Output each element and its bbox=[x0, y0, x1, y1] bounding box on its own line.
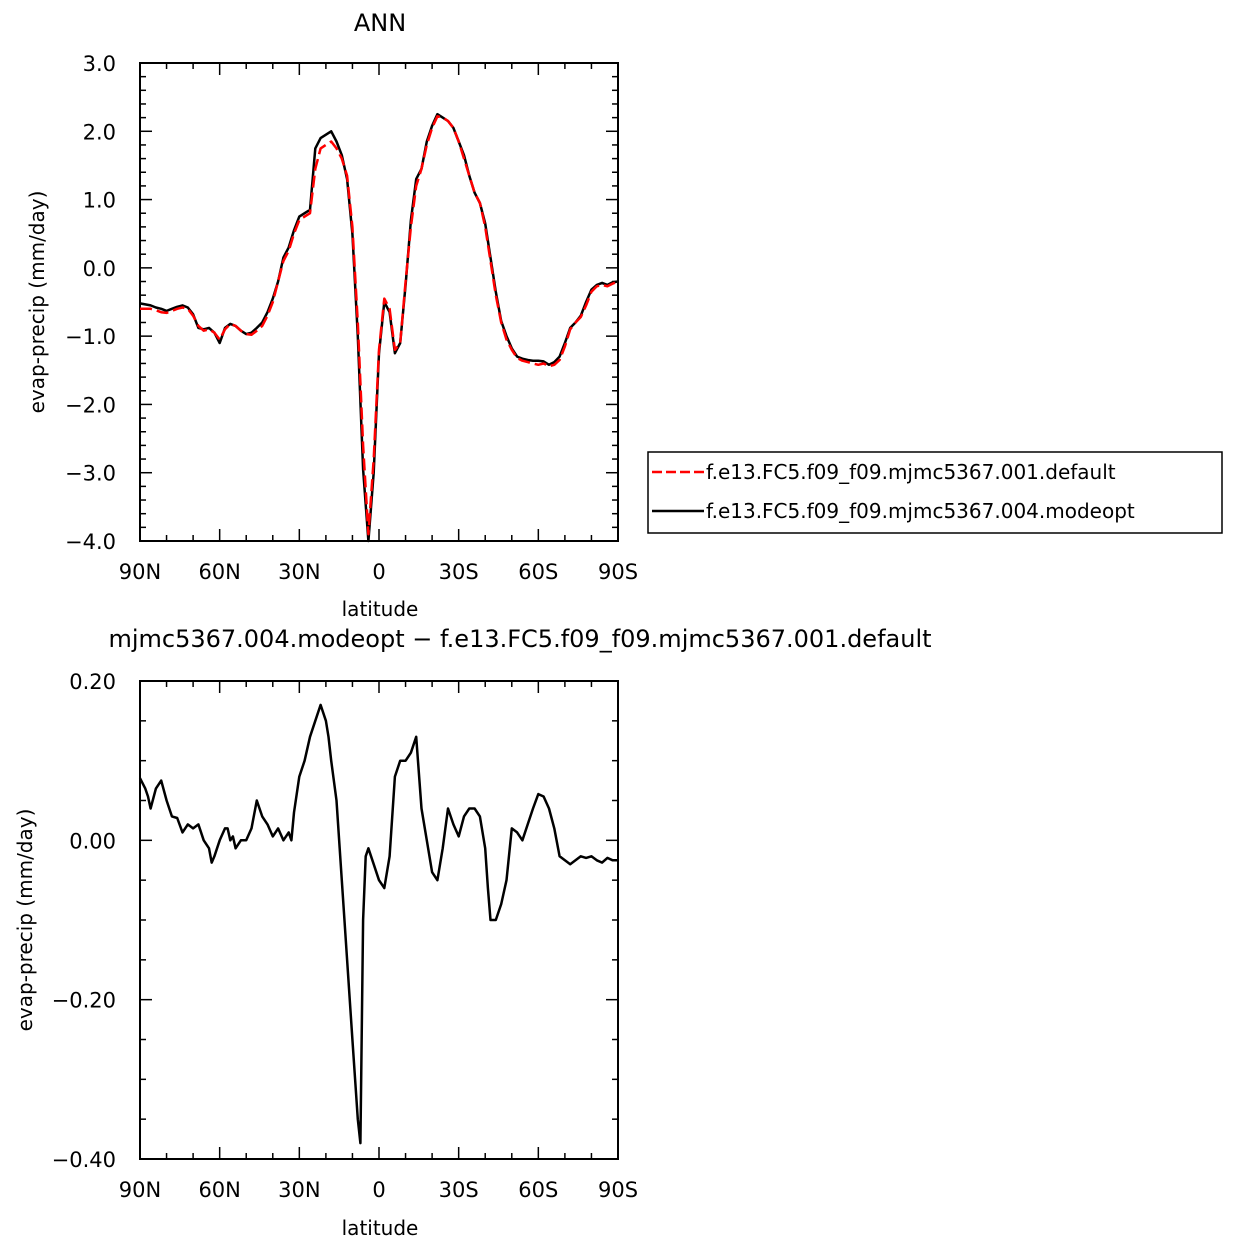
y-tick-label: −0.40 bbox=[52, 1148, 116, 1172]
top-chart-title: ANN bbox=[354, 9, 406, 37]
y-tick-label: 0.0 bbox=[83, 257, 116, 281]
y-tick-label: 1.0 bbox=[83, 189, 116, 213]
y-tick-label: 2.0 bbox=[83, 120, 116, 144]
x-tick-label: 30S bbox=[439, 560, 479, 584]
bottom-tick-marks bbox=[139, 680, 619, 1160]
x-tick-label: 60N bbox=[198, 560, 240, 584]
y-tick-label: 0.00 bbox=[69, 829, 116, 853]
x-tick-label: 90N bbox=[119, 560, 161, 584]
bottom-x-tick-labels: 90N 60N 30N 0 30S 60S 90S bbox=[119, 1178, 638, 1202]
y-tick-label: 3.0 bbox=[83, 52, 116, 76]
x-tick-label: 90S bbox=[598, 560, 638, 584]
bottom-chart: mjmc5367.004.modeopt − f.e13.FC5.f09_f09… bbox=[13, 625, 932, 1240]
x-tick-label: 0 bbox=[372, 1178, 385, 1202]
y-tick-label: −3.0 bbox=[65, 462, 116, 486]
x-tick-label: 30N bbox=[278, 560, 320, 584]
x-tick-label: 90S bbox=[598, 1178, 638, 1202]
bottom-series-group bbox=[138, 703, 618, 1145]
x-tick-label: 0 bbox=[372, 560, 385, 584]
legend-label-default: f.e13.FC5.f09_f09.mjmc5367.001.default bbox=[706, 460, 1116, 484]
series-line-0 bbox=[138, 703, 618, 1145]
series-line-1 bbox=[139, 112, 619, 543]
y-tick-label: −4.0 bbox=[65, 530, 116, 554]
y-tick-label: 0.20 bbox=[69, 670, 116, 694]
top-chart: ANN 3.0 2.0 1.0 0.0 −1.0 −2.0 −3.0 −4.0 90N 60N 3… bbox=[25, 9, 638, 621]
bottom-x-axis-label: latitude bbox=[342, 1216, 419, 1240]
x-tick-label: 90N bbox=[119, 1178, 161, 1202]
top-series-group bbox=[139, 112, 619, 543]
x-tick-label: 30N bbox=[278, 1178, 320, 1202]
legend-box bbox=[647, 451, 1223, 534]
legend: f.e13.FC5.f09_f09.mjmc5367.001.default f… bbox=[647, 451, 1223, 534]
y-tick-label: −2.0 bbox=[65, 393, 116, 417]
x-tick-label: 60N bbox=[198, 1178, 240, 1202]
series-line-0 bbox=[140, 115, 619, 536]
bottom-y-tick-labels: 0.20 0.00 −0.20 −0.40 bbox=[52, 670, 116, 1172]
top-plot-frame bbox=[139, 62, 619, 542]
top-y-tick-labels: 3.0 2.0 1.0 0.0 −1.0 −2.0 −3.0 −4.0 bbox=[65, 52, 116, 554]
y-tick-label: −1.0 bbox=[65, 325, 116, 349]
top-x-axis-label: latitude bbox=[342, 597, 419, 621]
bottom-y-axis-label: evap-precip (mm/day) bbox=[13, 809, 37, 1032]
top-tick-marks bbox=[139, 62, 619, 542]
legend-label-modeopt: f.e13.FC5.f09_f09.mjmc5367.004.modeopt bbox=[706, 499, 1135, 523]
top-x-tick-labels: 90N 60N 30N 0 30S 60S 90S bbox=[119, 560, 638, 584]
x-tick-label: 60S bbox=[518, 560, 558, 584]
bottom-chart-title: mjmc5367.004.modeopt − f.e13.FC5.f09_f09… bbox=[108, 625, 931, 653]
x-tick-label: 30S bbox=[439, 1178, 479, 1202]
top-y-axis-label: evap-precip (mm/day) bbox=[25, 191, 49, 414]
y-tick-label: −0.20 bbox=[52, 989, 116, 1013]
x-tick-label: 60S bbox=[518, 1178, 558, 1202]
bottom-plot-frame bbox=[139, 680, 619, 1160]
